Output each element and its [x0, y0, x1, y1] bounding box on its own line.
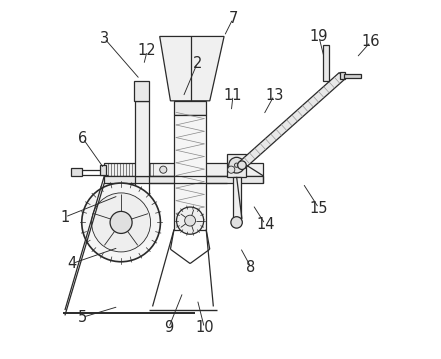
Text: 2: 2	[193, 56, 202, 71]
Circle shape	[185, 215, 195, 226]
Circle shape	[235, 163, 239, 167]
Text: 19: 19	[310, 29, 328, 44]
Circle shape	[92, 193, 150, 252]
Bar	[344, 74, 361, 78]
Circle shape	[228, 166, 235, 173]
Circle shape	[110, 211, 132, 233]
Circle shape	[229, 157, 244, 173]
Text: 10: 10	[195, 321, 214, 335]
Text: 3: 3	[100, 31, 109, 46]
Bar	[233, 177, 240, 223]
Bar	[100, 165, 106, 175]
Text: 7: 7	[228, 11, 238, 26]
Text: 6: 6	[78, 131, 87, 146]
Text: 9: 9	[164, 321, 173, 335]
Polygon shape	[239, 73, 345, 168]
Text: 11: 11	[224, 88, 242, 103]
Bar	[104, 163, 263, 176]
Text: 12: 12	[138, 43, 157, 58]
Circle shape	[82, 183, 161, 262]
Bar	[104, 176, 263, 183]
Bar	[135, 101, 149, 176]
Text: 15: 15	[310, 201, 328, 216]
Text: 4: 4	[67, 256, 77, 271]
Text: 13: 13	[265, 88, 283, 103]
Text: 8: 8	[246, 260, 255, 275]
Polygon shape	[160, 37, 224, 101]
Text: 14: 14	[256, 217, 274, 232]
Circle shape	[231, 217, 242, 228]
Bar	[227, 154, 247, 177]
Bar	[323, 45, 329, 81]
Text: 5: 5	[78, 310, 87, 325]
Circle shape	[160, 166, 167, 173]
Text: 1: 1	[60, 210, 70, 224]
Bar	[135, 81, 149, 101]
Text: 16: 16	[362, 34, 380, 49]
Circle shape	[238, 161, 246, 169]
Circle shape	[176, 207, 204, 234]
Bar	[174, 115, 206, 229]
Bar	[71, 168, 82, 176]
Bar	[340, 71, 344, 79]
Bar	[174, 101, 206, 115]
